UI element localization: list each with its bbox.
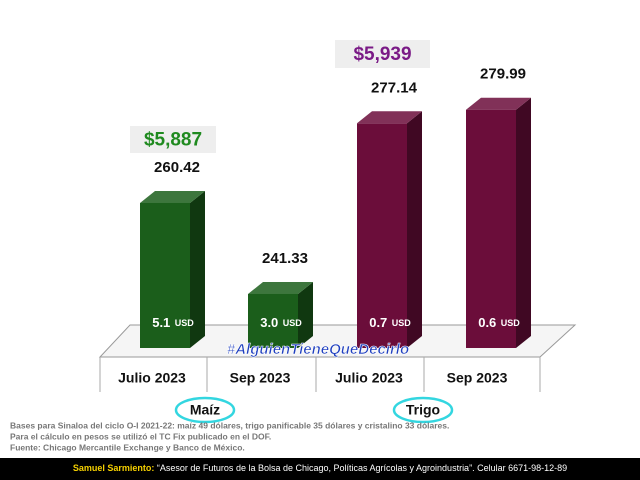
value-label: 260.42 — [154, 159, 200, 176]
footer-name: Samuel Sarmiento: — [73, 463, 155, 473]
inner-label: 3.0 USD — [260, 315, 302, 332]
group-label: Maíz — [190, 402, 220, 418]
inner-value: 5.1 — [152, 315, 170, 330]
footer: Samuel Sarmiento: “Asesor de Futuros de … — [73, 463, 567, 473]
x-tick-label: Julio 2023 — [335, 370, 403, 386]
bar-side — [298, 281, 313, 348]
x-tick-label: Sep 2023 — [230, 370, 291, 386]
bar — [466, 109, 516, 349]
inner-value: 3.0 — [260, 315, 278, 330]
bar-top — [248, 281, 313, 294]
bar — [248, 293, 298, 348]
note: Fuente: Chicago Mercantile Exchange y Ba… — [10, 442, 245, 452]
inner-value: 0.6 — [478, 315, 496, 330]
value-label: 279.99 — [480, 66, 526, 83]
x-tick-label: Sep 2023 — [447, 370, 508, 386]
bar-side — [190, 190, 205, 348]
inner-label: 5.1 USD — [152, 315, 194, 332]
annotation-box — [130, 126, 216, 153]
group-ellipse — [174, 396, 236, 424]
annotation-box — [335, 40, 430, 68]
group-label: Trigo — [406, 402, 440, 418]
inner-unit: USD — [175, 318, 195, 328]
value-label: 241.33 — [262, 250, 308, 267]
inner-label: 0.6 USD — [478, 315, 520, 332]
inner-unit: USD — [283, 318, 303, 328]
bar-side — [407, 111, 422, 348]
inner-unit: USD — [392, 318, 412, 328]
bar-top — [357, 111, 422, 124]
bar — [357, 123, 407, 348]
inner-value: 0.7 — [369, 315, 387, 330]
hashtag: #AlguienTieneQueDecirlo — [227, 341, 409, 358]
footer-text: “Asesor de Futuros de la Bolsa de Chicag… — [157, 463, 567, 473]
bar-side — [516, 97, 531, 349]
group-ellipse — [392, 396, 454, 424]
footer-bar — [0, 458, 640, 480]
floor — [98, 324, 577, 358]
bar — [140, 202, 190, 348]
annotation: $5,939 — [353, 44, 411, 65]
value-label: 277.14 — [371, 79, 418, 96]
inner-unit: USD — [501, 318, 521, 328]
note: Bases para Sinaloa del ciclo O-I 2021-22… — [10, 420, 449, 430]
x-tick-label: Julio 2023 — [118, 370, 186, 386]
annotation: $5,887 — [144, 130, 202, 151]
note: Para el cálculo en pesos se utilizó el T… — [10, 431, 271, 441]
bar-top — [466, 97, 531, 110]
bar-top — [140, 190, 205, 203]
inner-label: 0.7 USD — [369, 315, 411, 332]
